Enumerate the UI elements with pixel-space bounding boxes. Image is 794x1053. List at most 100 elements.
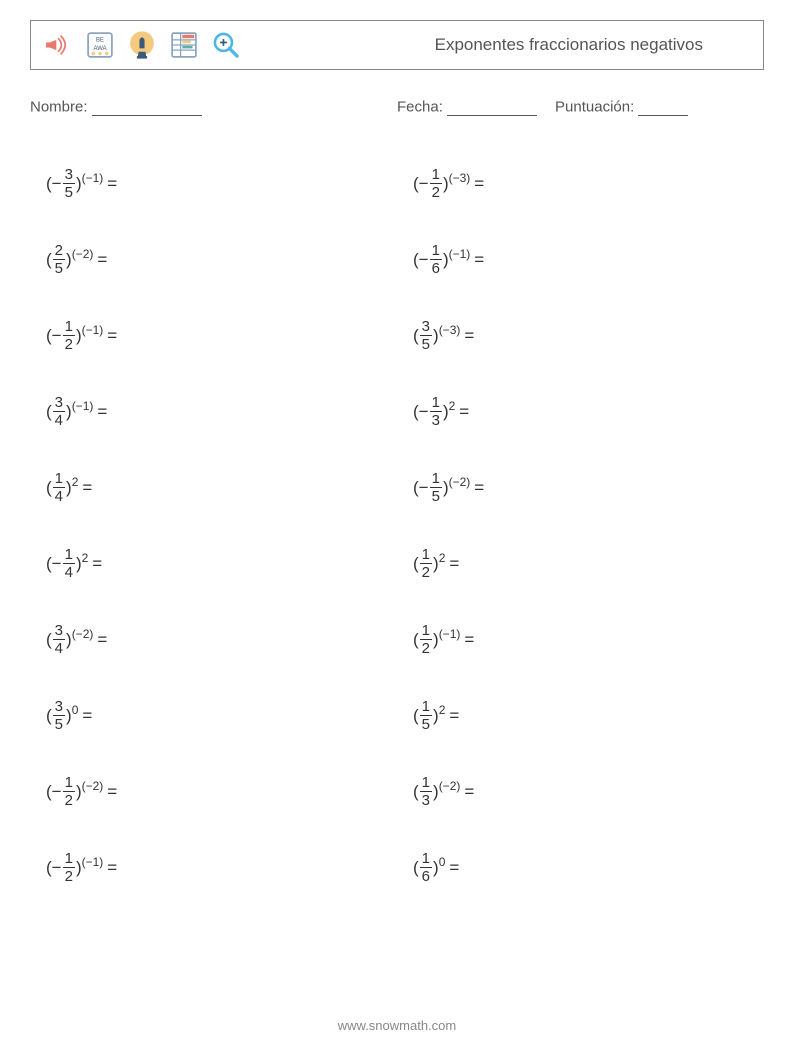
equals: = [107,326,117,346]
paren-open: ( [413,554,419,574]
icon-row: BE AWA [41,28,243,62]
equals: = [97,250,107,270]
problem: (12)(−1) = [397,602,764,678]
problem: (34)(−1) = [30,374,397,450]
equals: = [107,174,117,194]
exponent: 2 [82,551,89,565]
denominator: 2 [63,335,75,352]
problem: (−13)2 = [397,374,764,450]
fraction: 13 [430,395,442,428]
paren-open: (− [46,554,62,574]
exponent: (−1) [449,247,471,261]
paren-open: ( [46,478,52,498]
fraction: 34 [53,395,65,428]
exponent: 0 [72,703,79,717]
denominator: 2 [420,639,432,656]
numerator: 3 [53,395,65,411]
exponent: 2 [449,399,456,413]
worksheet-header: BE AWA [30,20,764,70]
exponent: (−3) [449,171,471,185]
exponent: (−1) [72,399,94,413]
exponent: 2 [72,475,79,489]
numerator: 3 [63,167,75,183]
fraction: 35 [53,699,65,732]
worksheet-title: Exponentes fraccionarios negativos [435,35,703,55]
numerator: 3 [53,699,65,715]
equals: = [97,630,107,650]
fraction: 12 [63,851,75,884]
equals: = [449,858,459,878]
problem: (−16)(−1) = [397,222,764,298]
paren-open: (− [46,174,62,194]
equals: = [449,706,459,726]
footer-url: www.snowmath.com [0,1018,794,1033]
fraction: 34 [53,623,65,656]
fraction: 12 [63,775,75,808]
paren-open: ( [413,630,419,650]
numerator: 1 [63,851,75,867]
exponent: 2 [439,703,446,717]
fraction: 35 [420,319,432,352]
fraction: 25 [53,243,65,276]
date-blank [447,98,537,116]
paren-open: (− [46,858,62,878]
problem: (−12)(−1) = [30,830,397,906]
exponent: (−1) [82,323,104,337]
fraction: 13 [420,775,432,808]
numerator: 1 [420,851,432,867]
denominator: 6 [430,259,442,276]
paren-open: (− [413,174,429,194]
problem: (15)2 = [397,678,764,754]
exponent: (−2) [72,247,94,261]
paren-open: ( [46,250,52,270]
search-icon [209,28,243,62]
exponent: 2 [439,551,446,565]
problems-col-left: (−35)(−1) =(25)(−2) =(−12)(−1) =(34)(−1)… [30,146,397,906]
paren-open: (− [413,402,429,422]
problem: (−15)(−2) = [397,450,764,526]
problem: (35)(−3) = [397,298,764,374]
problem: (35)0 = [30,678,397,754]
denominator: 2 [430,183,442,200]
fraction: 12 [420,547,432,580]
problem: (−12)(−1) = [30,298,397,374]
paren-open: (− [413,250,429,270]
fraction: 15 [420,699,432,732]
equals: = [474,174,484,194]
name-blank [92,98,202,116]
equals: = [107,858,117,878]
numerator: 1 [420,699,432,715]
exponent: (−2) [439,779,461,793]
paren-open: (− [413,478,429,498]
denominator: 3 [420,791,432,808]
problem: (25)(−2) = [30,222,397,298]
equals: = [464,326,474,346]
paren-open: (− [46,326,62,346]
exponent: (−1) [82,855,104,869]
numerator: 1 [420,547,432,563]
equals: = [82,478,92,498]
equals: = [82,706,92,726]
abacus-icon: BE AWA [83,28,117,62]
problem: (−12)(−2) = [30,754,397,830]
paren-open: ( [413,326,419,346]
numerator: 1 [430,167,442,183]
date-label: Fecha: [397,99,443,116]
problem: (16)0 = [397,830,764,906]
meta-row: Nombre: Fecha: Puntuación: [30,98,764,116]
numerator: 3 [420,319,432,335]
fraction: 12 [430,167,442,200]
equals: = [464,630,474,650]
denominator: 6 [420,867,432,884]
score-label: Puntuación: [555,99,634,116]
fraction: 15 [430,471,442,504]
problem: (−12)(−3) = [397,146,764,222]
numerator: 1 [63,319,75,335]
denominator: 5 [53,259,65,276]
numerator: 1 [420,775,432,791]
fraction: 14 [53,471,65,504]
problem: (13)(−2) = [397,754,764,830]
denominator: 5 [53,715,65,732]
paren-open: ( [413,782,419,802]
denominator: 2 [63,867,75,884]
